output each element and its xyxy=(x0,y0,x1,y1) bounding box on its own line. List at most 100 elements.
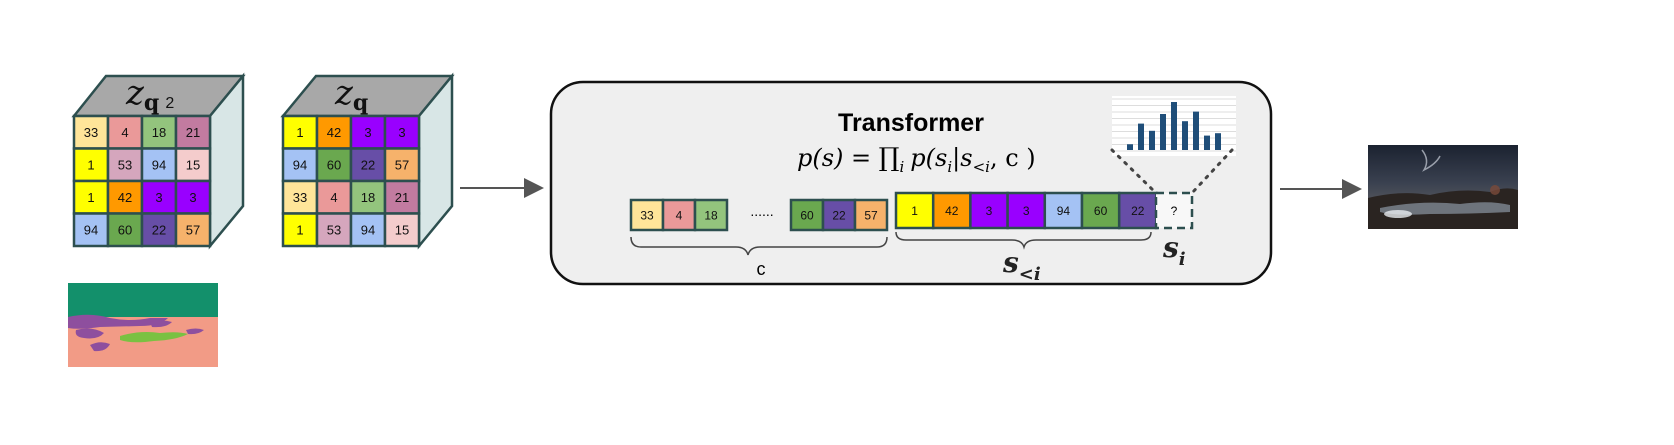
cube-z-q2-cell: 4 xyxy=(106,114,144,150)
cube-z-q2-cell: 53 xyxy=(106,147,144,183)
conditioning-token: 33 xyxy=(629,198,665,232)
cube-z-q2-cell-value: 94 xyxy=(84,222,98,237)
cube-z-q2-cell-value: 18 xyxy=(152,125,166,140)
cube-z-q-cell: 1 xyxy=(281,212,319,248)
conditioning-token-value: 18 xyxy=(704,208,718,222)
cube-z-q2-cell: 1 xyxy=(72,147,110,183)
cube-z-q2-cell-value: 42 xyxy=(118,190,132,205)
transformer-box xyxy=(549,80,1273,286)
cube-z-q-cell-value: 15 xyxy=(395,222,409,237)
sequence-token-value: 22 xyxy=(1131,204,1145,218)
histogram-bar xyxy=(1204,135,1210,150)
conditioning-tokens-end: 60 22 57 xyxy=(789,198,889,232)
cube-z-q-cell-value: 3 xyxy=(398,125,405,140)
sequence-token-value: 3 xyxy=(986,204,993,218)
cube-z-q2-cell: 60 xyxy=(106,212,144,248)
cube-z-q-cell: 33 xyxy=(281,179,319,215)
sequence-token-value: 60 xyxy=(1094,204,1108,218)
sequence-tokens: 1 42 3 3 94 60 22 xyxy=(894,191,1158,230)
cube-z-q2-label: zq 2 xyxy=(125,73,174,116)
next-token-text: ? xyxy=(1171,204,1178,218)
cube-z-q-cell: 22 xyxy=(349,147,387,183)
sequence-token: 94 xyxy=(1043,191,1084,230)
cube-z-q2-cell-value: 1 xyxy=(87,190,94,205)
cube-z-q-cell: 15 xyxy=(383,212,421,248)
cube-z-q-cell: 42 xyxy=(315,114,353,150)
segmentation-map xyxy=(68,283,218,367)
histogram-bar xyxy=(1149,130,1155,150)
cube-z-q-label: zq xyxy=(334,73,368,116)
sequence-token-value: 94 xyxy=(1057,204,1071,218)
cube-z-q-cell: 1 xyxy=(281,114,319,150)
cube-z-q-cell-value: 18 xyxy=(361,190,375,205)
sequence-token-value: 3 xyxy=(1023,204,1030,218)
cube-z-q2-cell: 94 xyxy=(140,147,178,183)
histogram-connector-left xyxy=(1110,148,1158,195)
histogram-bar xyxy=(1182,121,1188,150)
cube-z-q-cell: 3 xyxy=(383,114,421,150)
conditioning-ellipsis: ...... xyxy=(750,203,773,219)
conditioning-token-value: 33 xyxy=(640,208,654,222)
cube-z-q-cell-value: 60 xyxy=(327,157,341,172)
next-token-label: si xyxy=(1162,231,1186,270)
cube-z-q-cell-value: 42 xyxy=(327,125,341,140)
transformer-panel: Transformer p(s) = ∏i p(si|s<i, c ) 33 4 18… xyxy=(549,80,1273,286)
generated-image xyxy=(1368,145,1518,229)
cube-z-q-cell: 53 xyxy=(315,212,353,248)
cube-z-q-cell: 21 xyxy=(383,179,421,215)
conditioning-token-value: 57 xyxy=(864,208,878,222)
cube-z-q2: zq 2 33 4 18 211 53 94 151 42 3 394 60 22 57 xyxy=(71,72,246,250)
histogram-bars xyxy=(1127,102,1221,150)
probability-formula: p(s) = ∏i p(si|s<i, c ) xyxy=(797,143,1036,176)
conditioning-label: c xyxy=(757,259,766,279)
cube-z-q2-label-index: 2 xyxy=(165,95,174,112)
next-token-box xyxy=(1154,191,1194,230)
sequence-token-value: 42 xyxy=(945,204,959,218)
conditioning-tokens-start: 33 4 18 xyxy=(629,198,729,232)
cube-z-q2-cell: 3 xyxy=(140,179,178,215)
cube-z-q2-cell-value: 94 xyxy=(152,157,166,172)
conditioning-token: 22 xyxy=(821,198,857,232)
cube-z-q2-cell-value: 33 xyxy=(84,125,98,140)
cube-z-q-cell: 4 xyxy=(315,179,353,215)
sequence-token-value: 1 xyxy=(911,204,918,218)
cube-z-q2-cell-value: 3 xyxy=(189,190,196,205)
cube-z-q-cell-value: 3 xyxy=(364,125,371,140)
cube-z-q-cell-value: 1 xyxy=(296,125,303,140)
histogram-connector-right xyxy=(1190,148,1234,195)
sequence-token: 3 xyxy=(969,191,1009,230)
sequence-token: 42 xyxy=(931,191,972,230)
cube-z-q-label-sub: q xyxy=(353,90,368,116)
cube-z-q-cell: 60 xyxy=(315,147,353,183)
probability-histogram xyxy=(1112,96,1236,156)
sequence-token: 22 xyxy=(1117,191,1158,230)
cube-z-q2-cell: 18 xyxy=(140,114,178,150)
cube-z-q2-cell: 33 xyxy=(72,114,110,150)
conditioning-token-value: 22 xyxy=(832,208,846,222)
cube-z-q-cell: 18 xyxy=(349,179,387,215)
cube-z-q2-cell-value: 57 xyxy=(186,222,200,237)
sequence-brace xyxy=(895,231,1152,250)
cube-z-q2-cell: 57 xyxy=(174,212,212,248)
conditioning-token: 57 xyxy=(853,198,889,232)
cube-z-q2-cell: 94 xyxy=(72,212,110,248)
transformer-title: Transformer xyxy=(838,109,984,137)
cube-z-q2-cell: 22 xyxy=(140,212,178,248)
sequence-token: 60 xyxy=(1080,191,1121,230)
histogram-bar xyxy=(1160,114,1166,150)
conditioning-brace xyxy=(630,236,888,256)
cube-z-q2-grid: 33 4 18 211 53 94 151 42 3 394 60 22 57 xyxy=(72,114,212,248)
cube-z-q2-cell: 3 xyxy=(174,179,212,215)
cube-z-q-cell-value: 21 xyxy=(395,190,409,205)
cube-z-q2-cell: 1 xyxy=(72,179,110,215)
cube-z-q2-cell-value: 22 xyxy=(152,222,166,237)
sequence-label: s<i xyxy=(1002,246,1041,285)
conditioning-token-value: 60 xyxy=(800,208,814,222)
cube-z-q-cell-value: 94 xyxy=(293,157,307,172)
cube-z-q-cell-value: 53 xyxy=(327,222,341,237)
cube-z-q2-cell-value: 1 xyxy=(87,157,94,172)
cube-z-q2-cell-value: 15 xyxy=(186,157,200,172)
